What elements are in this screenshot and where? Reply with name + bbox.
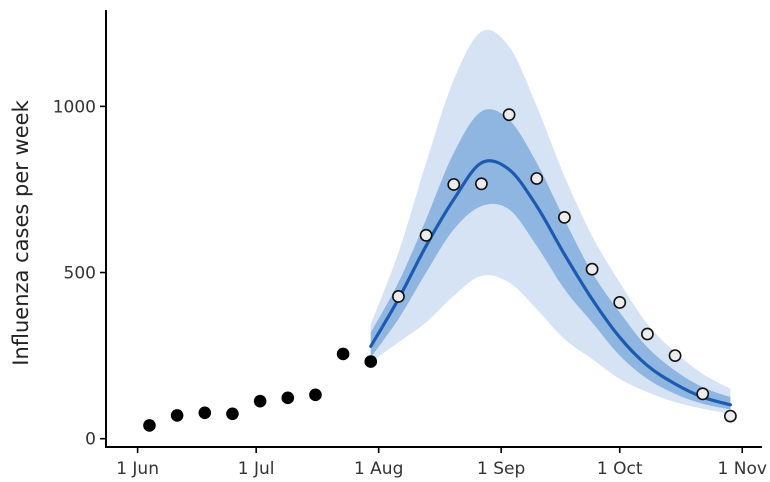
x-tick-label-2: 1 Jul bbox=[238, 459, 275, 479]
observed-point-5 bbox=[253, 394, 267, 408]
heldout-point-1 bbox=[392, 290, 405, 303]
y-tick-label-3: 1000 bbox=[53, 97, 96, 117]
heldout-point-4 bbox=[475, 177, 488, 191]
heldout-point-11 bbox=[668, 349, 682, 363]
observed-point-1 bbox=[143, 419, 156, 432]
x-tick-label-6: 1 Nov bbox=[718, 459, 767, 479]
heldout-point-3 bbox=[447, 178, 461, 191]
observed-point-4 bbox=[226, 407, 239, 421]
forecast-lines bbox=[369, 159, 732, 407]
heldout-point-13 bbox=[723, 409, 737, 423]
observed-point-7 bbox=[309, 388, 322, 402]
x-tick-label-1: 1 Jun bbox=[116, 459, 159, 479]
x-tick-label-5: 1 Oct bbox=[597, 459, 643, 479]
heldout-point-9 bbox=[613, 296, 627, 309]
x-tick-label-4: 1 Sep bbox=[477, 459, 525, 479]
heldout-point-5 bbox=[502, 108, 516, 122]
heldout-point-7 bbox=[558, 210, 571, 224]
observed-point-3 bbox=[198, 406, 212, 420]
forecast-median-line bbox=[369, 159, 732, 407]
heldout-point-6 bbox=[530, 172, 544, 185]
observed-point-8 bbox=[336, 347, 350, 361]
axes bbox=[105, 10, 762, 448]
y-axis-title: Influenza cases per week bbox=[9, 99, 33, 365]
observed-point-6 bbox=[281, 391, 295, 405]
y-tick-label-2: 500 bbox=[64, 264, 96, 284]
y-axis-ticks: 0 500 1000 bbox=[53, 97, 106, 450]
observed-point-9 bbox=[364, 355, 378, 368]
forecast-bands bbox=[370, 29, 731, 414]
heldout-point-2 bbox=[419, 228, 433, 242]
heldout-point-8 bbox=[585, 262, 599, 276]
heldout-point-10 bbox=[640, 327, 654, 341]
data-points bbox=[143, 108, 737, 432]
heldout-point-12 bbox=[696, 387, 710, 401]
y-tick-label-1: 0 bbox=[85, 430, 96, 450]
observed-point-2 bbox=[170, 409, 184, 422]
inner-interval-band bbox=[370, 109, 731, 410]
x-axis-ticks: 1 Jun 1 Jul 1 Aug 1 Sep 1 Oct 1 Nov bbox=[116, 447, 767, 479]
x-tick-label-3: 1 Aug bbox=[354, 459, 403, 479]
